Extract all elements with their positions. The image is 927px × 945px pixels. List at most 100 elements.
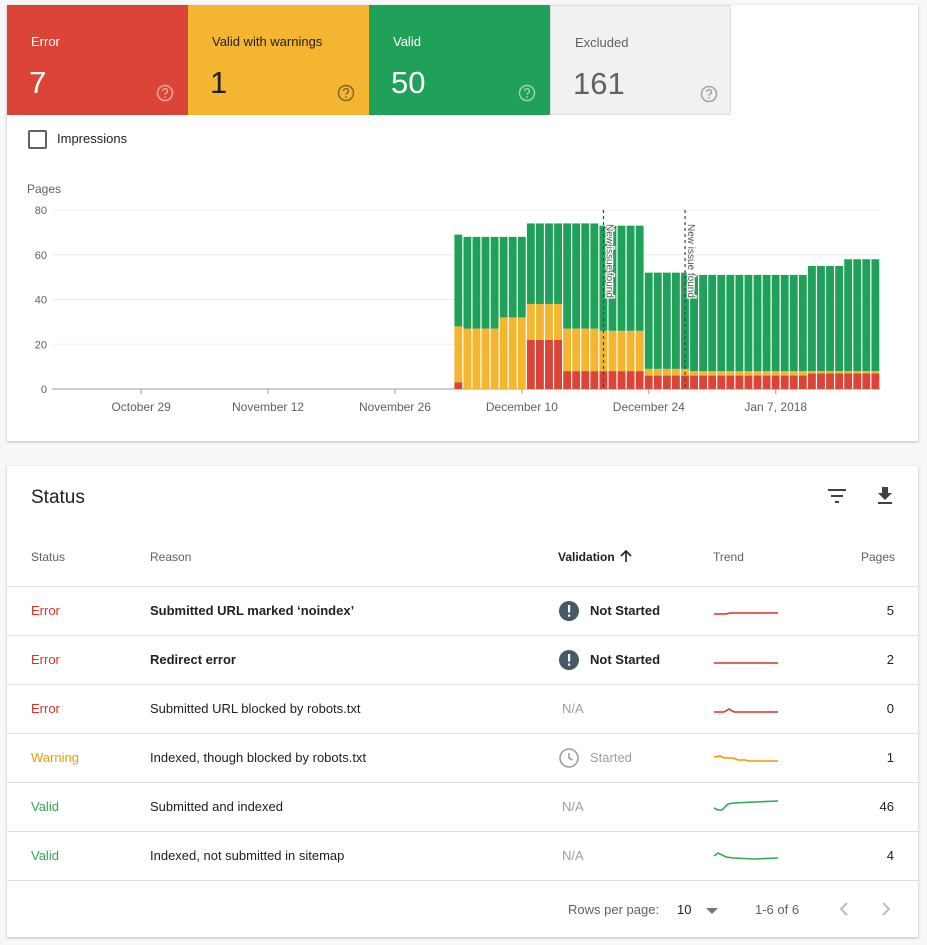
bar-segment — [762, 375, 771, 389]
table-title: Status — [31, 487, 85, 508]
bar-segment — [699, 375, 708, 389]
status-cell: Error — [31, 652, 60, 667]
bar-segment — [699, 274, 708, 372]
validation-cell: Not Started — [590, 603, 661, 618]
bar-segment — [472, 236, 481, 329]
annotation-label: New issue found — [603, 224, 614, 298]
bar-segment — [708, 371, 717, 376]
bar-segment — [753, 371, 762, 376]
bar-segment — [463, 328, 472, 389]
bar-segment — [753, 274, 762, 372]
bar-segment — [862, 259, 871, 372]
validation-icon — [559, 650, 579, 670]
checkbox[interactable] — [28, 130, 47, 149]
bar-segment — [490, 236, 499, 329]
bar-segment — [472, 328, 481, 389]
filter-button[interactable] — [826, 486, 850, 506]
table-row[interactable]: Error Submitted URL blocked by robots.txt… — [7, 685, 918, 734]
bar-segment — [762, 371, 771, 376]
validation-icon — [559, 601, 579, 621]
bar-segment — [572, 371, 581, 389]
bar-segment — [517, 317, 526, 389]
x-tick-label: December 10 — [486, 400, 558, 414]
download-button[interactable] — [874, 484, 896, 506]
bar-segment — [735, 375, 744, 389]
bar-segment — [817, 373, 825, 389]
help-mark — [523, 87, 531, 95]
table-row[interactable]: Error Redirect error Not Started 2 — [7, 636, 918, 685]
bar-segment — [590, 328, 599, 372]
help-icon — [156, 84, 174, 102]
summary-tile[interactable]: Error 7 — [7, 5, 188, 115]
prev-page[interactable] — [836, 900, 852, 918]
validation-cell: Not Started — [590, 652, 661, 667]
bar-segment — [807, 371, 816, 374]
bar-segment — [499, 236, 508, 318]
icon-bar — [568, 605, 571, 613]
summary-tile[interactable]: Valid 50 — [369, 5, 550, 115]
trend-line — [713, 755, 778, 762]
summary-tile[interactable]: Excluded 161 — [550, 5, 731, 115]
bar-segment — [545, 223, 553, 304]
bar-segment — [671, 272, 680, 369]
reason-cell: Indexed, though blocked by robots.txt — [150, 750, 367, 765]
x-tick-label: Jan 7, 2018 — [744, 400, 807, 414]
validation-cell: N/A — [562, 701, 584, 716]
bar-segment — [481, 328, 490, 389]
column-header: Reason — [150, 550, 192, 564]
pages-cell: 1 — [886, 750, 894, 765]
bar-segment — [554, 303, 562, 340]
bar-segment — [762, 274, 771, 372]
bar-segment — [708, 375, 717, 389]
status-cell: Valid — [31, 848, 59, 863]
y-tick-label: 60 — [35, 250, 47, 262]
bar-segment — [789, 375, 798, 389]
bar-segment — [617, 330, 626, 372]
status-cell: Warning — [31, 750, 79, 765]
reason-cell: Submitted and indexed — [150, 799, 283, 814]
pages-cell: 2 — [886, 652, 894, 667]
bar-segment — [626, 371, 635, 389]
bar-segment — [635, 225, 644, 331]
summary-tile[interactable]: Valid with warnings 1 — [188, 5, 369, 115]
bar-segment — [717, 375, 726, 389]
checkbox-label[interactable]: Impressions — [57, 131, 128, 146]
bar-segment — [554, 339, 562, 389]
bar-segment — [771, 375, 780, 389]
table-row[interactable]: Valid Submitted and indexed N/A 46 — [7, 783, 918, 832]
bar-segment — [862, 373, 871, 389]
bar-segment — [798, 375, 807, 389]
bar-segment — [735, 371, 744, 376]
validation-cell: N/A — [562, 848, 584, 863]
bar-segment — [545, 303, 553, 340]
table-row[interactable]: Valid Indexed, not submitted in sitemap N/… — [7, 832, 918, 881]
pages-cell: 46 — [879, 799, 894, 814]
bar-segment — [726, 371, 735, 376]
bar-segment — [644, 375, 653, 389]
sort-arrow[interactable] — [619, 549, 633, 563]
bar-segment — [662, 375, 671, 389]
bar-segment — [454, 326, 463, 383]
bar-segment — [835, 371, 844, 374]
trend-sparkline — [714, 662, 778, 664]
help-circle — [337, 84, 355, 102]
y-tick-label: 80 — [35, 205, 47, 217]
bar-segment — [626, 225, 635, 331]
x-tick-label: November 26 — [359, 400, 431, 414]
bar-segment — [835, 265, 844, 372]
help-circle — [156, 84, 174, 102]
rows-per-page-value[interactable]: 10 — [677, 902, 692, 917]
bar-segment — [835, 373, 844, 389]
bar-segment — [690, 274, 698, 372]
bar-segment — [590, 371, 599, 389]
dropdown-arrow[interactable] — [704, 905, 720, 917]
table-row[interactable]: Error Submitted URL marked ‘noindex’ Not S… — [7, 587, 918, 636]
bar-segment — [644, 272, 653, 369]
bar-segment — [653, 368, 662, 376]
next-page[interactable] — [878, 900, 894, 918]
bar-segment — [608, 371, 617, 389]
table-row[interactable]: Warning Indexed, though blocked by robots… — [7, 734, 918, 783]
trend-sparkline — [713, 852, 779, 860]
tile-value: 50 — [391, 65, 426, 100]
column-header[interactable]: Validation — [558, 550, 615, 564]
